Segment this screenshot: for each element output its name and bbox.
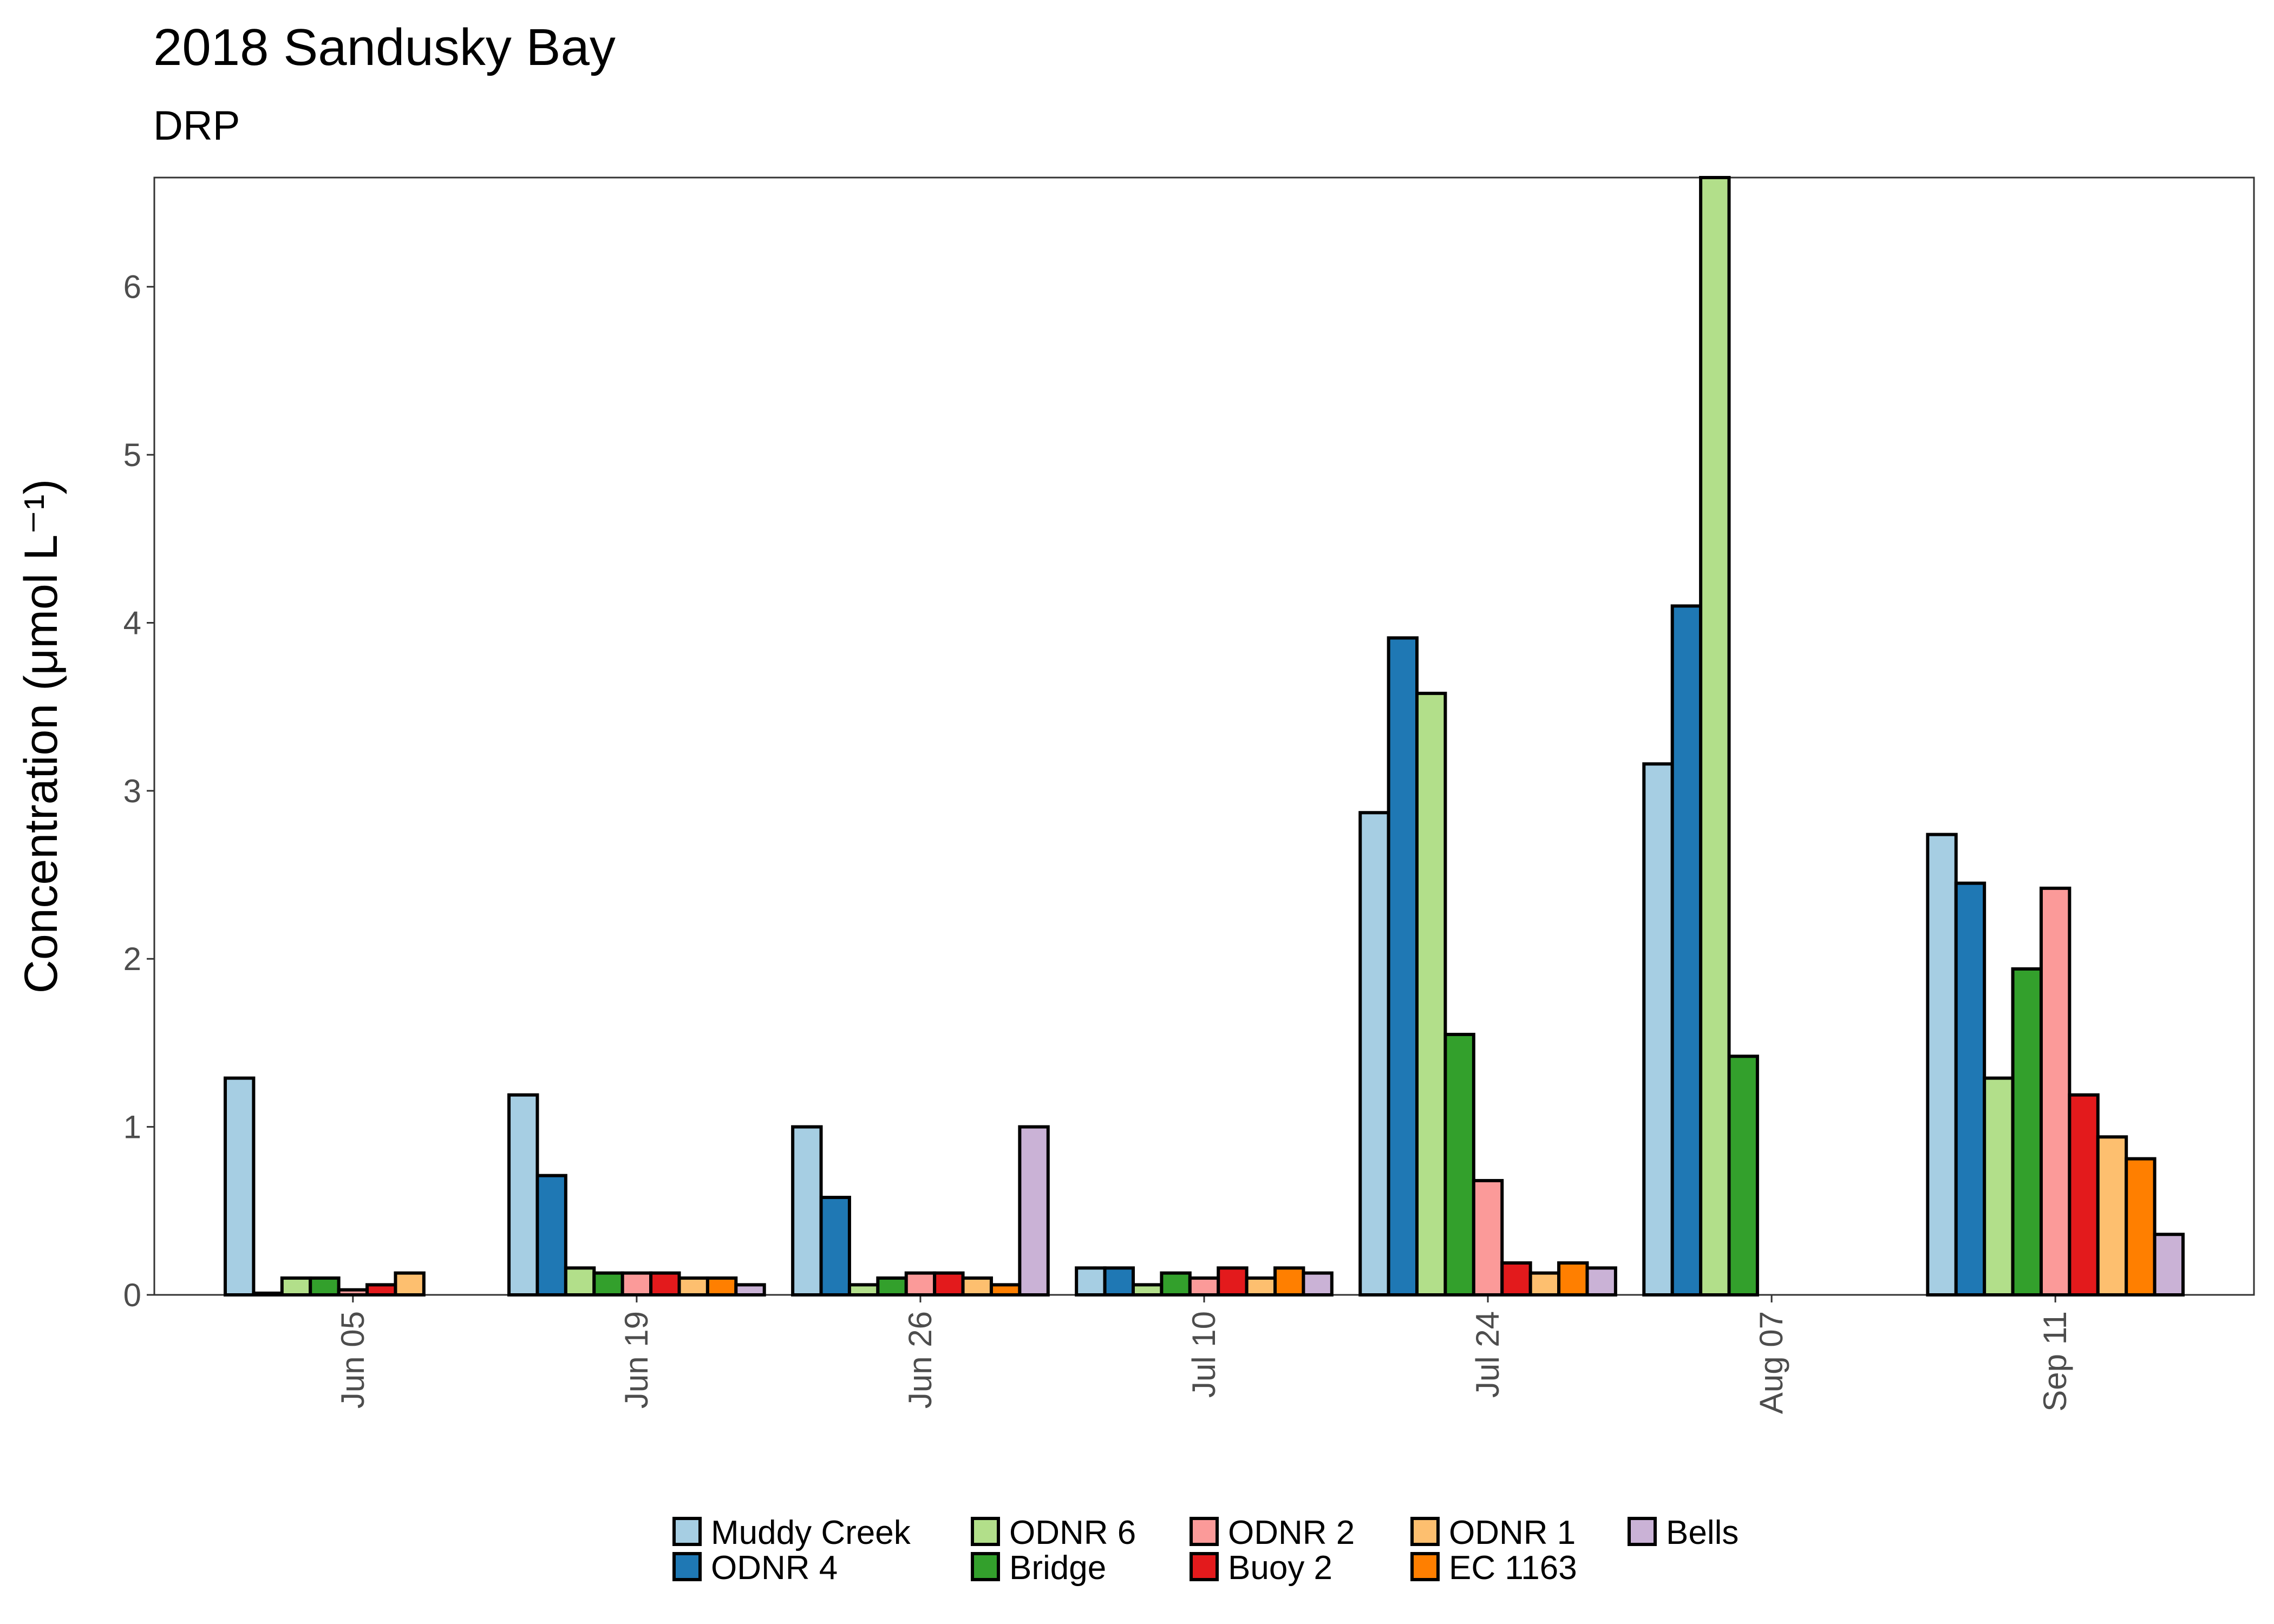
bar: [2153, 1233, 2185, 1296]
bar: [876, 1276, 908, 1296]
bar: [649, 1271, 681, 1296]
chart-title: 2018 Sandusky Bay: [153, 18, 616, 76]
bar: [1302, 1271, 1334, 1296]
x-tick-label: Jun 05: [335, 1311, 371, 1409]
bar: [1500, 1261, 1532, 1296]
y-axis-label: Concentration (μmol L⁻¹): [15, 479, 67, 994]
x-tick-label: Jun 26: [902, 1311, 938, 1409]
bar: [1642, 762, 1674, 1296]
legend-swatch: [971, 1552, 1000, 1581]
y-tick-label: 3: [123, 773, 141, 809]
x-axis: Jun 05 Jun 19 Jun 26 Jul 10 Jul 24 Aug 07 Sep …: [335, 1295, 2073, 1414]
chart-subtitle: DRP: [153, 103, 240, 149]
bar: [1528, 1271, 1561, 1296]
bar: [705, 1276, 738, 1296]
bar: [1926, 833, 1958, 1296]
bar: [309, 1276, 341, 1296]
legend-label: Buoy 2: [1228, 1549, 1332, 1587]
bar: [394, 1271, 426, 1296]
bar: [1585, 1266, 1617, 1296]
bar: [337, 1288, 369, 1296]
y-tick-label: 2: [123, 941, 141, 977]
bar: [2068, 1093, 2100, 1296]
x-tick-label: Aug 07: [1753, 1311, 1789, 1414]
legend-label: Bells: [1666, 1514, 1739, 1551]
x-tick-label: Jun 19: [618, 1311, 655, 1409]
legend-label: Muddy Creek: [711, 1514, 911, 1551]
bar: [365, 1283, 397, 1296]
legend-label: EC 1163: [1449, 1549, 1577, 1587]
legend-swatch: [1190, 1517, 1219, 1546]
bar: [1983, 1076, 2015, 1296]
bar: [1557, 1261, 1589, 1296]
legend-label: ODNR 2: [1228, 1514, 1355, 1551]
bar: [1018, 1125, 1050, 1296]
bar: [734, 1283, 766, 1296]
bars: [224, 176, 2185, 1297]
bar: [961, 1276, 993, 1296]
bar: [1415, 691, 1447, 1296]
bar: [1273, 1266, 1305, 1296]
bar: [620, 1271, 653, 1296]
legend-label: ODNR 6: [1009, 1514, 1136, 1551]
bar: [2096, 1135, 2128, 1296]
bar: [507, 1093, 539, 1296]
bar: [1670, 604, 1703, 1296]
bar: [1443, 1032, 1475, 1296]
bar: [1245, 1276, 1277, 1296]
bar: [280, 1276, 312, 1296]
bar: [1472, 1178, 1504, 1296]
legend-swatch: [971, 1517, 1000, 1546]
bar: [933, 1271, 965, 1296]
bar: [252, 1291, 284, 1296]
x-tick-label: Jul 24: [1469, 1311, 1506, 1398]
bar: [2125, 1157, 2157, 1296]
bar: [1188, 1276, 1220, 1296]
y-tick-label: 6: [123, 269, 141, 305]
bar: [1699, 176, 1731, 1296]
legend-swatch: [1410, 1517, 1440, 1546]
legend-label: ODNR 4: [711, 1549, 838, 1587]
y-tick-label: 4: [123, 605, 141, 641]
bar: [224, 1076, 256, 1296]
bar: [791, 1125, 823, 1296]
legend-swatch: [672, 1517, 702, 1546]
x-tick-label: Jul 10: [1186, 1311, 1222, 1398]
bar: [2039, 886, 2072, 1297]
bar: [1160, 1271, 1192, 1296]
bar: [1217, 1266, 1249, 1296]
legend-swatch: [672, 1552, 702, 1581]
bar: [1727, 1055, 1759, 1296]
bar: [904, 1271, 937, 1296]
x-tick-label: Sep 11: [2037, 1311, 2073, 1412]
bar: [592, 1271, 624, 1296]
bar: [677, 1276, 709, 1296]
bar: [989, 1283, 1022, 1296]
bar: [1075, 1266, 1107, 1296]
legend-label: ODNR 1: [1449, 1514, 1576, 1551]
bar: [1131, 1283, 1164, 1296]
y-tick-label: 0: [123, 1277, 141, 1313]
y-tick-label: 1: [123, 1109, 141, 1145]
bar: [535, 1174, 567, 1296]
legend-label: Bridge: [1009, 1549, 1106, 1587]
bar: [1358, 811, 1390, 1296]
y-axis: 0 1 2 3 4 5 6: [123, 269, 154, 1313]
bar: [2011, 967, 2043, 1297]
bar: [847, 1283, 880, 1296]
bar: [1103, 1266, 1135, 1296]
y-tick-label: 5: [123, 437, 141, 473]
bar: [1954, 881, 1987, 1297]
legend-swatch: [1410, 1552, 1440, 1581]
legend-swatch: [1190, 1552, 1219, 1581]
bar: [1387, 636, 1419, 1296]
bar: [819, 1195, 851, 1296]
bar: [564, 1266, 596, 1296]
legend-swatch: [1628, 1517, 1657, 1546]
